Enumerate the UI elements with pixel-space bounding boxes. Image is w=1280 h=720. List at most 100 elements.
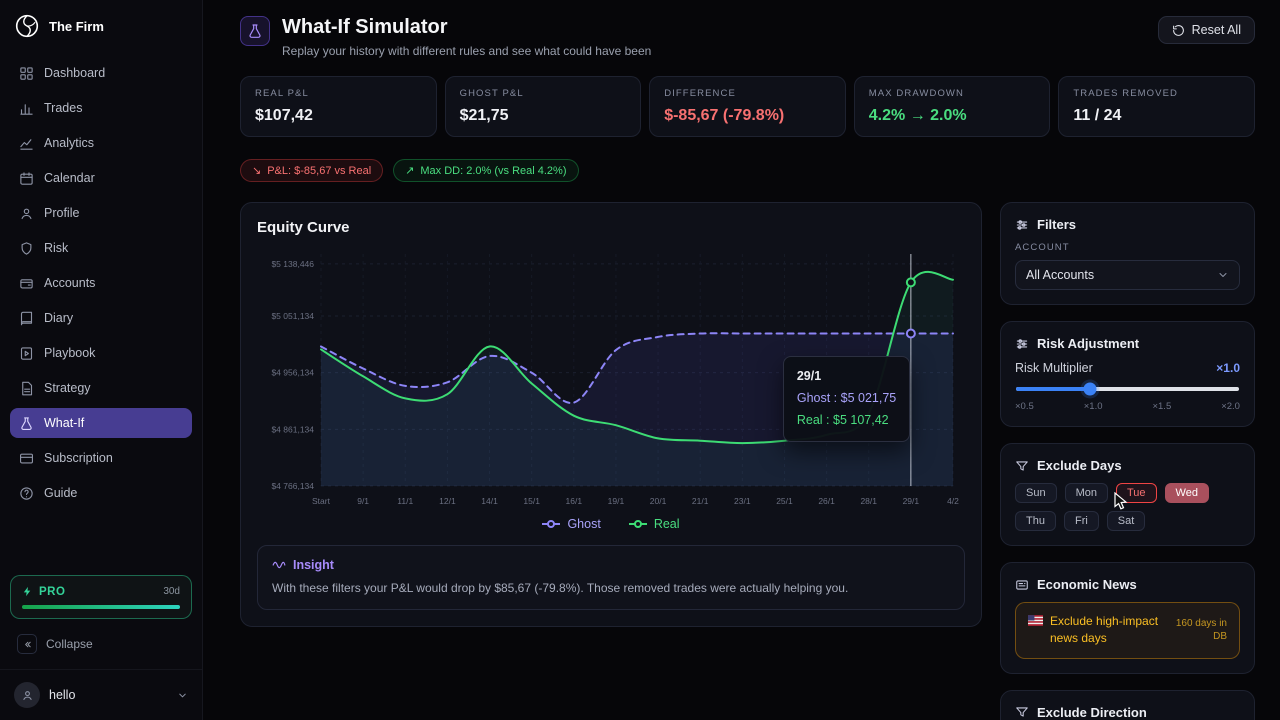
news-days-meta: 160 days in DB	[1175, 617, 1227, 643]
filters-card: Filters ACCOUNT All Accounts	[1000, 202, 1255, 305]
pro-days-remaining: 30d	[163, 586, 180, 597]
day-chip-wed[interactable]: Wed	[1164, 483, 1209, 503]
filters-title: Filters	[1037, 217, 1077, 232]
account-select-value: All Accounts	[1026, 268, 1095, 282]
stat-card-difference: DIFFERENCE $-85,67 (-79.8%)	[649, 76, 846, 137]
account-label: ACCOUNT	[1015, 242, 1070, 253]
user-name: hello	[49, 688, 76, 702]
sliders-icon	[1016, 219, 1028, 230]
page-header: What-If Simulator Replay your history wi…	[240, 16, 1255, 58]
tick-label: ×0.5	[1015, 401, 1034, 412]
sidebar-item-label: What-If	[44, 416, 85, 430]
exclude-news-button[interactable]: Exclude high-impact news days 160 days i…	[1015, 602, 1240, 659]
sidebar-item-strategy[interactable]: Strategy	[10, 373, 192, 403]
day-chip-mon[interactable]: Mon	[1064, 483, 1108, 503]
stats-row: REAL P&L $107,42 GHOST P&L $21,75 DIFFER…	[240, 76, 1255, 137]
stat-label: DIFFERENCE	[664, 88, 736, 99]
sidebar-item-analytics[interactable]: Analytics	[10, 128, 192, 158]
tick-label: ×2.0	[1221, 401, 1240, 412]
stat-label: MAX DRAWDOWN	[868, 88, 964, 99]
day-chip-thu[interactable]: Thu	[1015, 511, 1056, 531]
equity-chart-svg[interactable]: $5 138,446 $5 051,134 $4 956,134 $4 861,134…	[257, 244, 967, 512]
sidebar-item-label: Calendar	[44, 171, 95, 185]
brand: The Firm	[0, 0, 202, 50]
risk-multiplier-slider[interactable]	[1016, 382, 1239, 396]
exclude-days-title: Exclude Days	[1037, 458, 1122, 473]
calendar-icon	[19, 171, 34, 186]
pro-plan-box[interactable]: PRO 30d	[10, 575, 192, 619]
profile-icon	[19, 206, 34, 221]
svg-text:23/1: 23/1	[734, 496, 751, 506]
sidebar-item-subscription[interactable]: Subscription	[10, 443, 192, 473]
svg-text:$5 138,446: $5 138,446	[271, 259, 314, 269]
legend-label: Real	[653, 517, 680, 531]
real-series-marker-icon	[628, 520, 647, 528]
sidebar-item-diary[interactable]: Diary	[10, 303, 192, 333]
day-chip-sat[interactable]: Sat	[1106, 511, 1146, 531]
pnl-diff-chip[interactable]: ↘ P&L: $-85,67 vs Real	[240, 159, 384, 182]
svg-text:9/1: 9/1	[357, 496, 369, 506]
day-chip-fri[interactable]: Fri	[1063, 511, 1099, 531]
tick-label: ×1.0	[1083, 401, 1103, 412]
svg-text:11/1: 11/1	[397, 496, 413, 506]
day-chip-tue[interactable]: Tue	[1115, 483, 1157, 503]
dashboard-icon	[19, 66, 34, 81]
ghost-series-marker-icon	[542, 520, 561, 528]
sidebar-item-trades[interactable]: Trades	[10, 93, 192, 123]
stat-value: $107,42	[255, 107, 313, 124]
reset-all-button[interactable]: Reset All	[1157, 16, 1255, 44]
account-select[interactable]: All Accounts	[1015, 260, 1240, 290]
brand-name: The Firm	[49, 18, 104, 34]
sidebar-nav: Dashboard Trades Analytics Calendar Prof…	[0, 50, 202, 513]
bolt-icon	[22, 585, 33, 598]
equity-chart[interactable]: $5 138,446 $5 051,134 $4 956,134 $4 861,134…	[257, 244, 965, 515]
content-columns: Equity Curve $5 138,446 $5 051,134 $4 956,…	[240, 202, 1255, 720]
sidebar-item-label: Subscription	[44, 451, 113, 465]
svg-text:$4 861,134: $4 861,134	[271, 424, 314, 434]
legend-item-real[interactable]: Real	[628, 517, 680, 531]
stat-label: TRADES REMOVED	[1073, 88, 1178, 99]
user-menu[interactable]: hello	[0, 669, 202, 720]
sliders-icon	[1016, 338, 1028, 349]
sidebar-item-guide[interactable]: Guide	[10, 478, 192, 508]
sidebar-item-what-if[interactable]: What-If	[10, 408, 192, 438]
tick-label: ×1.5	[1152, 401, 1172, 412]
collapse-button[interactable]: Collapse	[10, 629, 192, 659]
risk-shield-icon	[19, 241, 34, 256]
right-panel: Filters ACCOUNT All Accounts Risk Adjust…	[1000, 202, 1255, 720]
stat-value: 11 / 24	[1073, 107, 1122, 124]
svg-text:20/1: 20/1	[650, 496, 667, 506]
stat-value: 4.2% → 2.0%	[868, 107, 967, 124]
risk-multiplier-row: Risk Multiplier ×1.0	[1015, 361, 1240, 375]
legend-item-ghost[interactable]: Ghost	[542, 517, 601, 531]
insight-wave-icon	[272, 561, 286, 569]
sidebar-item-profile[interactable]: Profile	[10, 198, 192, 228]
sidebar-item-accounts[interactable]: Accounts	[10, 268, 192, 298]
reset-all-label: Reset All	[1191, 23, 1241, 37]
day-chip-sun[interactable]: Sun	[1015, 483, 1057, 503]
sidebar-item-calendar[interactable]: Calendar	[10, 163, 192, 193]
sidebar-item-label: Strategy	[44, 381, 91, 395]
stat-value: $-85,67 (-79.8%)	[664, 107, 785, 124]
sidebar-item-dashboard[interactable]: Dashboard	[10, 58, 192, 88]
sidebar-item-playbook[interactable]: Playbook	[10, 338, 192, 368]
playbook-icon	[19, 346, 34, 361]
page-title: What-If Simulator	[282, 16, 448, 38]
stat-card-ghost-pnl: GHOST P&L $21,75	[444, 76, 642, 137]
exclude-news-label: Exclude high-impact news days	[1050, 614, 1159, 646]
svg-text:25/1: 25/1	[776, 496, 793, 506]
svg-text:4/2: 4/2	[947, 496, 959, 506]
sidebar-item-label: Playbook	[44, 346, 96, 360]
insight-text: With these filters your P&L would drop b…	[272, 581, 849, 595]
sidebar-bottom: PRO 30d Collapse hello	[0, 565, 202, 720]
svg-text:14/1: 14/1	[481, 496, 498, 506]
brand-logo-icon	[14, 13, 40, 39]
exclude-direction-title-row: Exclude Direction	[1015, 705, 1240, 720]
insight-title: Insight	[293, 558, 334, 572]
exclude-direction-card: Exclude Direction Long Short	[1000, 689, 1255, 720]
risk-slider-thumb[interactable]	[1083, 382, 1097, 396]
sidebar-item-risk[interactable]: Risk	[10, 233, 192, 263]
page-header-text: What-If Simulator Replay your history wi…	[282, 16, 651, 58]
legend-label: Ghost	[567, 517, 601, 531]
max-dd-chip[interactable]: ↗ Max DD: 2.0% (vs Real 4.2%)	[393, 159, 579, 182]
